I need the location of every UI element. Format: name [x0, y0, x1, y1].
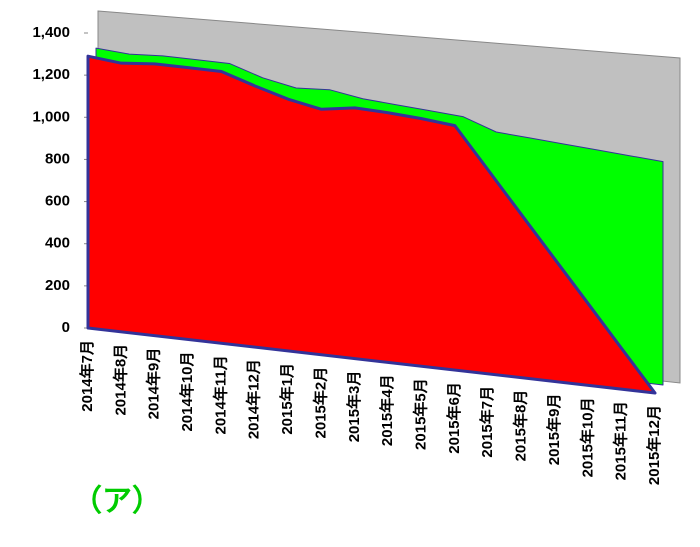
x-tick-label: 2015年5月 [411, 378, 429, 450]
x-tick-label: 2015年1月 [278, 363, 296, 435]
y-tick-label: 0 [62, 319, 70, 336]
x-tick-label: 2014年8月 [111, 344, 129, 416]
x-tick-label: 2015年2月 [311, 367, 329, 439]
y-tick-label: 1,000 [32, 108, 70, 125]
y-tick-label: 200 [45, 277, 70, 294]
x-tick-label: 2014年7月 [78, 340, 96, 412]
x-tick-label: 2014年9月 [145, 348, 163, 420]
y-tick-label: 1,400 [32, 24, 70, 41]
annotation: （ア） [72, 484, 162, 518]
x-tick-label: 2015年12月 [645, 405, 663, 485]
x-tick-label: 2015年8月 [512, 390, 530, 462]
y-tick-label: 400 [45, 235, 70, 252]
y-tick-label: 1,200 [32, 66, 70, 83]
x-tick-label: 2015年6月 [445, 382, 463, 454]
x-tick-label: 2015年4月 [378, 374, 396, 446]
x-tick-label: 2015年3月 [345, 371, 363, 443]
x-tick-label: 2015年7月 [478, 386, 496, 458]
x-tick-label: 2015年10月 [578, 397, 596, 477]
x-tick-label: 2015年9月 [545, 394, 563, 466]
x-tick-label: 2014年10月 [178, 351, 196, 431]
x-tick-label: 2015年11月 [612, 401, 630, 480]
x-tick-label: 2014年12月 [245, 359, 263, 439]
area [86, 54, 657, 395]
y-tick-label: 600 [45, 193, 70, 210]
x-tick-label: 2014年11月 [211, 355, 229, 434]
y-tick-label: 800 [45, 150, 70, 167]
